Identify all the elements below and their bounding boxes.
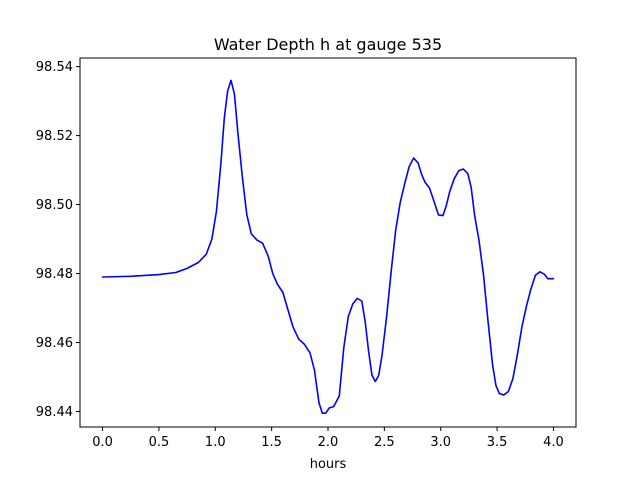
x-tick-label: 0.5 [149, 435, 170, 450]
x-axis-label: hours [310, 457, 347, 472]
x-axis-ticks: 0.0 0.5 1.0 1.5 2.0 2.5 3.0 3.5 4.0 [92, 427, 564, 450]
chart-title: Water Depth h at gauge 535 [214, 35, 442, 54]
y-tick-label: 98.54 [36, 60, 73, 75]
x-tick-label: 3.5 [487, 435, 508, 450]
y-tick-label: 98.44 [36, 405, 73, 420]
plot-area [79, 57, 577, 428]
x-tick-label: 2.0 [318, 435, 339, 450]
y-axis-ticks: 98.44 98.46 98.48 98.50 98.52 98.54 [36, 60, 80, 420]
x-tick-label: 2.5 [374, 435, 395, 450]
x-tick-label: 4.0 [543, 435, 564, 450]
series-line-0 [101, 79, 555, 415]
y-tick-label: 98.46 [36, 336, 73, 351]
plot-frame [79, 57, 577, 428]
y-tick-label: 98.48 [36, 267, 73, 282]
y-tick-label: 98.50 [36, 198, 73, 213]
x-tick-label: 0.0 [92, 435, 113, 450]
x-tick-label: 3.0 [430, 435, 451, 450]
x-tick-label: 1.0 [205, 435, 226, 450]
x-tick-label: 1.5 [261, 435, 282, 450]
y-tick-label: 98.52 [36, 129, 73, 144]
